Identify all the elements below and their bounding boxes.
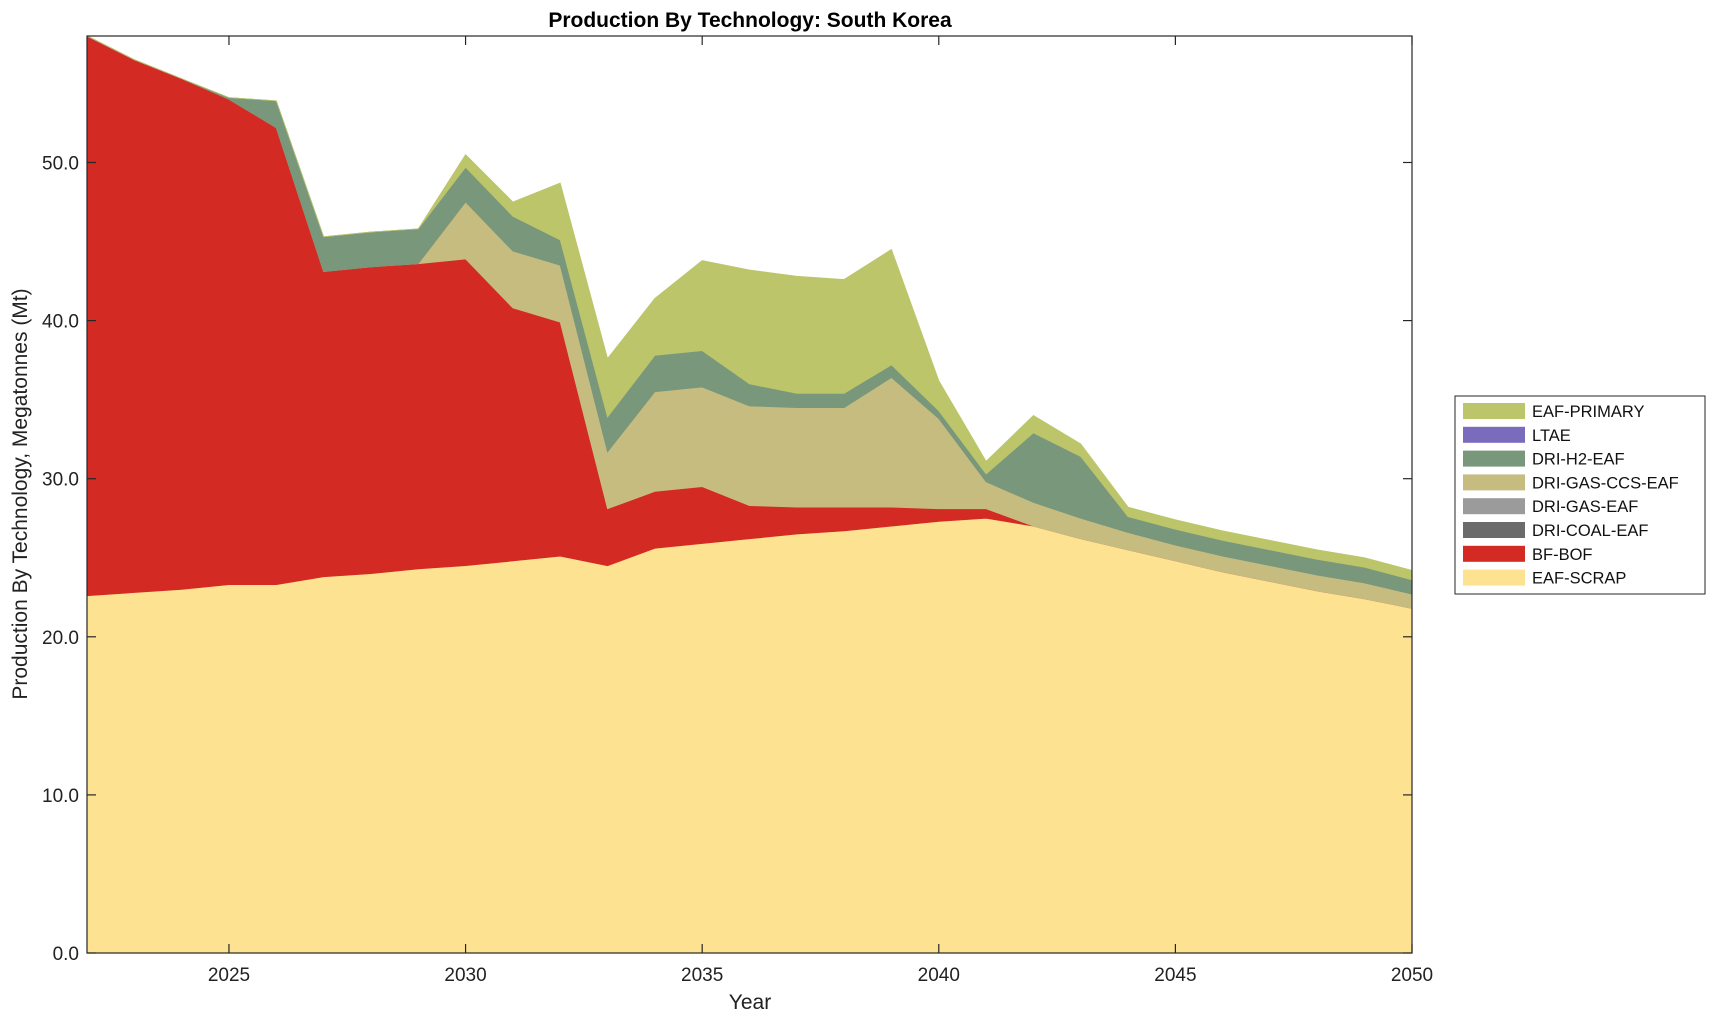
- x-axis-label: Year: [729, 991, 771, 1014]
- legend-label: BF-BOF: [1532, 546, 1593, 564]
- legend-swatch-dri-gas-eaf: [1463, 498, 1525, 515]
- x-tick-label: 2040: [918, 965, 960, 986]
- legend-swatch-bf-bof: [1463, 545, 1525, 562]
- plot-frame: [86, 35, 1413, 954]
- legend-label: DRI-H2-EAF: [1532, 451, 1625, 469]
- y-axis-label: Production By Technology, Megatonnes (Mt…: [9, 288, 32, 699]
- y-tick-label: 40.0: [42, 312, 79, 333]
- legend-swatch-dri-coal-eaf: [1463, 522, 1525, 538]
- y-tick-label: 30.0: [42, 470, 79, 491]
- legend-swatch-dri-gas-ccs-eaf: [1463, 474, 1525, 491]
- legend-label: DRI-GAS-CCS-EAF: [1532, 474, 1679, 492]
- x-axis-ticks: 2025 2030 2035 2040 2045 2050: [208, 36, 1433, 986]
- y-axis-ticks: 0.0 10.0 20.0 30.0 40.0 50.0: [42, 153, 1412, 965]
- stacked-areas: [86, 35, 1413, 954]
- x-tick-label: 2035: [681, 965, 723, 986]
- y-tick-label: 10.0: [42, 786, 79, 807]
- x-tick-label: 2050: [1391, 965, 1433, 986]
- legend-label: EAF-PRIMARY: [1532, 403, 1644, 421]
- legend-swatch-eaf-scrap: [1463, 569, 1525, 586]
- x-tick-label: 2025: [208, 965, 250, 986]
- y-tick-label: 0.0: [53, 944, 79, 965]
- legend-label: EAF-SCRAP: [1532, 570, 1626, 588]
- chart-title: Production By Technology: South Korea: [548, 9, 952, 32]
- legend-swatch-ltae: [1463, 426, 1525, 443]
- legend-label: DRI-GAS-EAF: [1532, 498, 1638, 516]
- legend-swatch-dri-h2-eaf: [1463, 450, 1525, 467]
- x-tick-label: 2030: [444, 965, 486, 986]
- y-tick-label: 20.0: [42, 628, 79, 649]
- legend-box: [1454, 395, 1706, 595]
- legend-label: LTAE: [1532, 427, 1571, 445]
- legend-swatch-eaf-primary: [1463, 403, 1525, 419]
- x-tick-label: 2045: [1154, 965, 1196, 986]
- legend-label: DRI-COAL-EAF: [1532, 522, 1648, 540]
- y-tick-label: 50.0: [42, 153, 79, 174]
- legend: EAF-PRIMARY LTAE DRI-H2-EAF DRI-GAS-CCS-EAF…: [1454, 395, 1706, 595]
